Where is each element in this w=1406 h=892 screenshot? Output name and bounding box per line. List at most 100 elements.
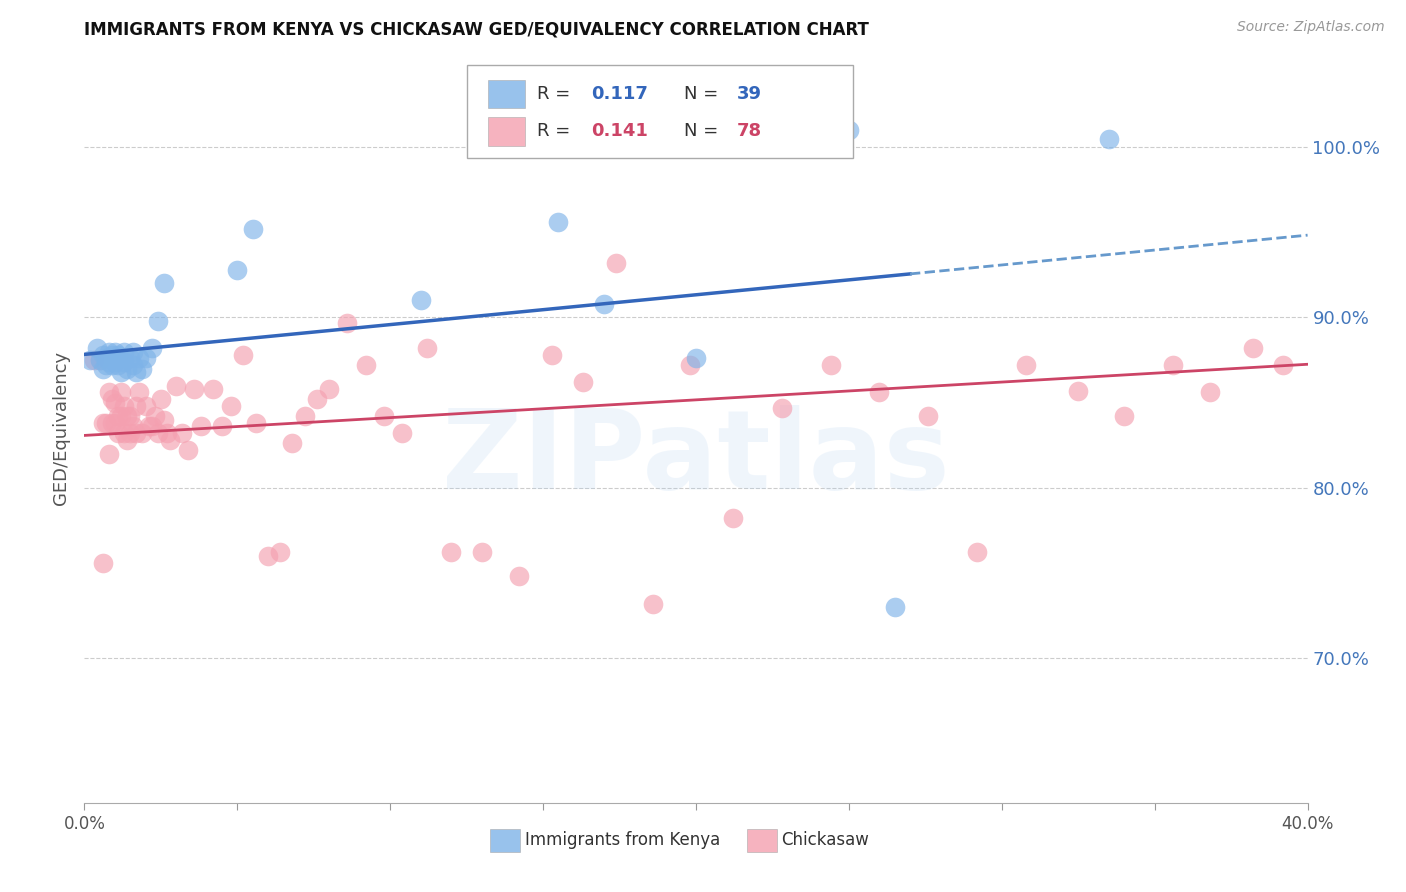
Point xyxy=(232,348,254,362)
FancyBboxPatch shape xyxy=(467,65,852,159)
Point xyxy=(112,426,135,441)
Text: Chickasaw: Chickasaw xyxy=(782,831,869,849)
Point xyxy=(131,361,153,376)
Point xyxy=(104,395,127,409)
Point xyxy=(440,545,463,559)
Point xyxy=(135,351,157,366)
FancyBboxPatch shape xyxy=(488,79,524,108)
Point xyxy=(183,382,205,396)
Point xyxy=(115,361,138,376)
Point xyxy=(226,262,249,277)
Point xyxy=(838,123,860,137)
Point xyxy=(146,314,169,328)
Point xyxy=(1241,341,1264,355)
Point xyxy=(917,409,939,424)
Point xyxy=(245,416,267,430)
Point xyxy=(318,382,340,396)
Point xyxy=(159,433,181,447)
Point xyxy=(172,426,194,441)
Point xyxy=(416,341,439,355)
Point xyxy=(107,358,129,372)
Point xyxy=(104,416,127,430)
Point xyxy=(120,351,142,366)
Point xyxy=(97,344,120,359)
Point xyxy=(138,419,160,434)
Point xyxy=(721,511,744,525)
Point xyxy=(120,426,142,441)
Point xyxy=(83,353,105,368)
Point xyxy=(143,409,166,424)
Point xyxy=(141,419,163,434)
Point xyxy=(257,549,280,563)
Point xyxy=(107,409,129,424)
Point xyxy=(97,355,120,369)
Point xyxy=(153,277,176,291)
Point xyxy=(869,385,891,400)
FancyBboxPatch shape xyxy=(748,829,776,852)
Point xyxy=(1067,384,1090,398)
Point xyxy=(125,365,148,379)
Point xyxy=(122,419,145,434)
Point xyxy=(391,426,413,441)
Point xyxy=(541,348,564,362)
Text: R =: R = xyxy=(537,85,576,103)
Text: N =: N = xyxy=(683,85,724,103)
Point xyxy=(605,256,627,270)
Text: 39: 39 xyxy=(737,85,761,103)
Y-axis label: GED/Equivalency: GED/Equivalency xyxy=(52,351,70,505)
Point xyxy=(593,297,616,311)
Point xyxy=(149,392,172,407)
Point xyxy=(128,351,150,366)
Point xyxy=(354,358,377,372)
FancyBboxPatch shape xyxy=(488,117,524,145)
Point xyxy=(128,385,150,400)
Point xyxy=(107,426,129,441)
Point xyxy=(685,351,707,366)
Text: IMMIGRANTS FROM KENYA VS CHICKASAW GED/EQUIVALENCY CORRELATION CHART: IMMIGRANTS FROM KENYA VS CHICKASAW GED/E… xyxy=(84,21,869,38)
Point xyxy=(101,358,124,372)
Point xyxy=(547,215,569,229)
Point xyxy=(572,375,595,389)
Point xyxy=(1161,358,1184,372)
Point xyxy=(153,412,176,426)
Point xyxy=(131,426,153,441)
Point xyxy=(1098,131,1121,145)
Text: N =: N = xyxy=(683,122,724,140)
Point xyxy=(97,385,120,400)
Point xyxy=(177,443,200,458)
Text: 0.141: 0.141 xyxy=(591,122,648,140)
Point xyxy=(156,426,179,441)
Point xyxy=(146,426,169,441)
Point xyxy=(820,358,842,372)
Point xyxy=(211,419,233,434)
Point xyxy=(79,353,101,368)
Point xyxy=(91,556,114,570)
Point xyxy=(110,365,132,379)
Point xyxy=(1272,358,1295,372)
FancyBboxPatch shape xyxy=(491,829,520,852)
Point xyxy=(1114,409,1136,424)
Point xyxy=(94,358,117,372)
Point xyxy=(508,569,530,583)
Point xyxy=(110,409,132,424)
Point xyxy=(165,378,187,392)
Point xyxy=(91,361,114,376)
Point xyxy=(104,344,127,359)
Point xyxy=(115,433,138,447)
Point xyxy=(305,392,328,407)
Point xyxy=(281,436,304,450)
Point xyxy=(373,409,395,424)
Point xyxy=(86,341,108,355)
Text: R =: R = xyxy=(537,122,576,140)
Text: 0.117: 0.117 xyxy=(591,85,648,103)
Point xyxy=(294,409,316,424)
Point xyxy=(89,353,111,368)
Point xyxy=(110,385,132,400)
Point xyxy=(97,447,120,461)
Point xyxy=(122,344,145,359)
Text: Immigrants from Kenya: Immigrants from Kenya xyxy=(524,831,720,849)
Point xyxy=(883,599,905,614)
Point xyxy=(104,355,127,369)
Point xyxy=(219,399,242,413)
Point xyxy=(679,358,702,372)
